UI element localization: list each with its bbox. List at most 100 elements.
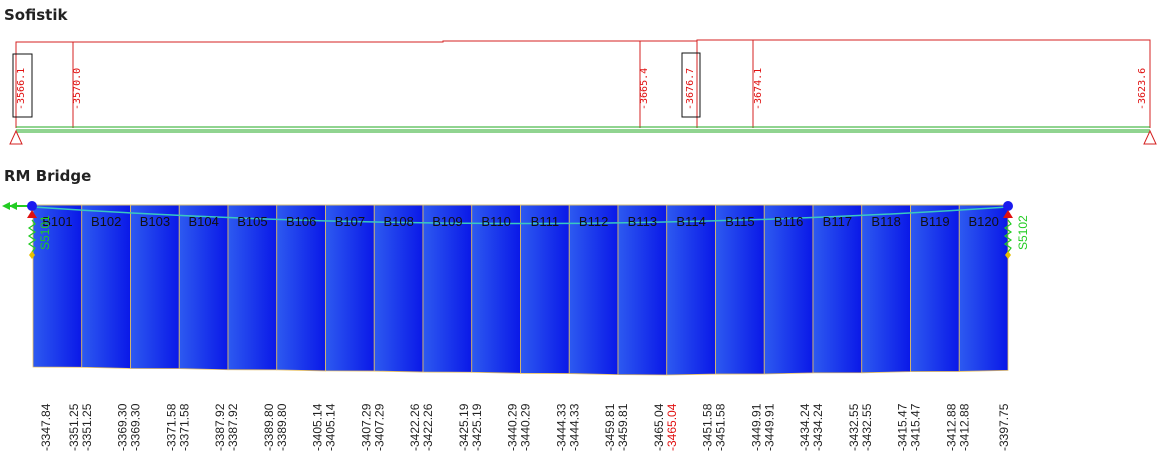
sofistik-value-label: -3676.7 bbox=[685, 68, 696, 110]
rm-value-label: -3459.81 bbox=[616, 403, 630, 451]
rm-value-label: -3347.84 bbox=[39, 403, 53, 451]
element-segment bbox=[422, 204, 473, 373]
rm-value-label: -3415.47 bbox=[909, 403, 923, 451]
element-label: B102 bbox=[91, 214, 121, 229]
support-label-right: S5102 bbox=[1016, 215, 1030, 250]
rm-value-label: -3449.91 bbox=[762, 403, 776, 451]
sofistik-title: Sofistik bbox=[4, 6, 68, 24]
element-segment bbox=[617, 204, 668, 376]
element-label: B103 bbox=[140, 214, 170, 229]
element-segment bbox=[471, 204, 521, 374]
rm-value-label: -3465.04 bbox=[665, 403, 679, 451]
element-segment bbox=[763, 204, 814, 375]
support-label-left: S5101 bbox=[38, 215, 52, 250]
element-label: B109 bbox=[432, 214, 462, 229]
element-segment bbox=[958, 204, 1009, 372]
element-label: B116 bbox=[774, 214, 803, 229]
rm-value-label: -3412.88 bbox=[957, 403, 971, 451]
rm-value-label: -3405.14 bbox=[324, 403, 338, 451]
element-label: B118 bbox=[871, 214, 900, 229]
rm-value-label: -3432.55 bbox=[860, 403, 874, 451]
rm-value-label: -3371.58 bbox=[177, 403, 191, 451]
element-segment bbox=[568, 204, 619, 376]
element-segment bbox=[130, 204, 180, 370]
rm-value-label: -3440.29 bbox=[506, 403, 520, 451]
rm-value-label: -3407.29 bbox=[372, 403, 386, 451]
arrow-head-icon bbox=[9, 202, 17, 210]
rm-value-label: -3425.19 bbox=[457, 403, 471, 451]
support-left-icon bbox=[9, 129, 23, 145]
element-label: B117 bbox=[823, 214, 852, 229]
rm-value-label: -3407.29 bbox=[359, 403, 373, 451]
rm-value-label: -3351.25 bbox=[67, 403, 81, 451]
rm-value-label: -3389.80 bbox=[262, 403, 276, 451]
node-right-icon bbox=[1003, 201, 1013, 211]
rm-value-label: -3444.33 bbox=[554, 403, 568, 451]
element-segment bbox=[227, 204, 278, 371]
sofistik-value-label: -3674.1 bbox=[753, 68, 764, 110]
element-label: B110 bbox=[481, 214, 510, 229]
spring-right-icon bbox=[1003, 219, 1013, 253]
element-label: B114 bbox=[676, 214, 705, 229]
rm-value-label: -3387.92 bbox=[213, 403, 227, 451]
sofistik-moment-outline bbox=[15, 39, 1151, 128]
rm-value-label: -3432.55 bbox=[847, 403, 861, 451]
element-label: B111 bbox=[531, 214, 559, 229]
element-segment bbox=[666, 204, 716, 376]
element-label: B119 bbox=[920, 214, 949, 229]
sofistik-value-label: -3665.4 bbox=[639, 68, 650, 110]
rm-value-label: -3465.04 bbox=[652, 403, 666, 451]
element-label: B112 bbox=[579, 214, 608, 229]
sofistik-value-box bbox=[12, 53, 33, 118]
rm-value-label: -3451.58 bbox=[701, 403, 715, 451]
rm-value-label: -3449.91 bbox=[749, 403, 763, 451]
rm-value-label: -3389.80 bbox=[275, 403, 289, 451]
rm-value-label: -3422.26 bbox=[421, 403, 435, 451]
spring-end-right-icon bbox=[1005, 251, 1011, 259]
element-label: B105 bbox=[237, 214, 267, 229]
element-segment bbox=[373, 204, 424, 373]
rm-bridge-diagram: B101 B102 B103 B104 B105 B106 B107 B108 B109 B110… bbox=[2, 201, 1030, 451]
rm-value-label: -3371.58 bbox=[164, 403, 178, 451]
rm-value-label: -3415.47 bbox=[896, 403, 910, 451]
element-segment bbox=[715, 204, 765, 375]
sofistik-diagram: -3566.1 -3570.0 -3665.4 -3676.7 -3674.1 -3623… bbox=[9, 39, 1157, 145]
element-label: B115 bbox=[725, 214, 754, 229]
element-segment bbox=[325, 204, 375, 372]
element-label: B113 bbox=[628, 214, 657, 229]
element-segment bbox=[178, 204, 229, 371]
element-segment bbox=[910, 204, 960, 373]
rm-bridge-title: RM Bridge bbox=[4, 167, 92, 185]
sofistik-value-label: -3570.0 bbox=[72, 68, 83, 110]
rm-value-label: -3412.88 bbox=[944, 403, 958, 451]
sofistik-value-label: -3623.6 bbox=[1137, 68, 1148, 110]
rm-value-label: -3444.33 bbox=[567, 403, 581, 451]
rm-value-label: -3434.24 bbox=[811, 403, 825, 451]
support-right-icon bbox=[1143, 129, 1157, 145]
sofistik-value-box bbox=[681, 52, 701, 118]
rm-value-label: -3397.75 bbox=[997, 403, 1011, 451]
rm-value-label: -3369.30 bbox=[116, 403, 130, 451]
element-segment bbox=[861, 204, 911, 374]
rm-value-label: -3369.30 bbox=[129, 403, 143, 451]
rm-value-label: -3387.92 bbox=[226, 403, 240, 451]
node-left-icon bbox=[27, 201, 37, 211]
rm-value-label: -3440.29 bbox=[519, 403, 533, 451]
rm-value-label: -3422.26 bbox=[408, 403, 422, 451]
element-label: B106 bbox=[286, 214, 316, 229]
rm-value-label: -3459.81 bbox=[603, 403, 617, 451]
spring-end-left-icon bbox=[29, 251, 35, 259]
element-segment bbox=[276, 204, 326, 372]
element-label: B101 bbox=[42, 214, 72, 229]
element-segment bbox=[520, 204, 570, 374]
rm-value-label: -3451.58 bbox=[714, 403, 728, 451]
element-label: B120 bbox=[968, 214, 998, 229]
rm-value-label: -3351.25 bbox=[80, 403, 94, 451]
support-left-icon bbox=[27, 210, 37, 218]
sofistik-value-label: -3566.1 bbox=[16, 68, 27, 110]
element-label: B108 bbox=[383, 214, 413, 229]
element-segment bbox=[81, 204, 131, 369]
spring-left-icon bbox=[27, 219, 37, 253]
element-label: B107 bbox=[335, 214, 365, 229]
